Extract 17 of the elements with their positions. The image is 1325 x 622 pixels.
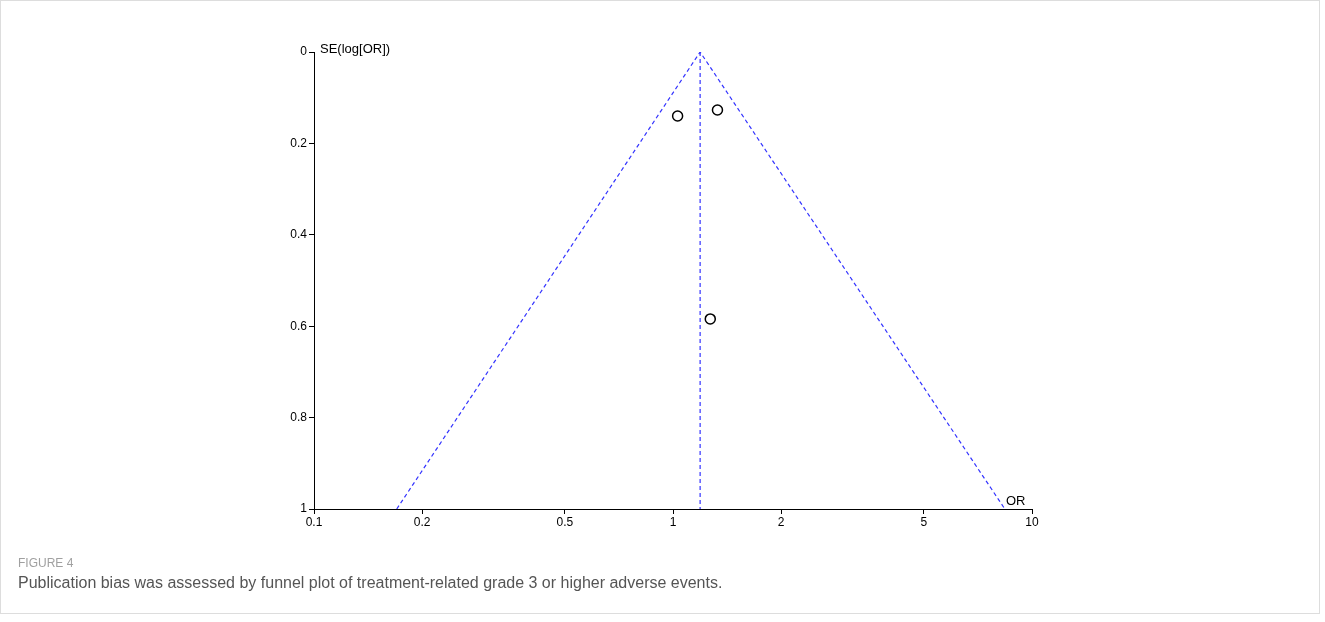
x-tick-label: 5	[920, 514, 928, 529]
x-tick-label: 2	[777, 514, 785, 529]
caption: FIGURE 4	[18, 556, 75, 570]
y-tick-label: 0	[300, 44, 308, 59]
text: Publication bias was assessed by funnel plot of treatment-related grade 3 or higher adverse events.	[18, 574, 723, 592]
x-tick-label: 0.1	[305, 514, 323, 529]
y-tick-label: 0.4	[290, 227, 308, 242]
x-tick-label: 0.2	[413, 514, 431, 529]
y-tick-label: 0.2	[290, 135, 308, 150]
x-axis-title: OR	[1006, 493, 1026, 509]
x-tick-label: 10	[1025, 514, 1039, 529]
y-tick-label: 1	[300, 501, 308, 516]
y-axis-title: SE(log[OR])	[320, 41, 391, 57]
y-tick-label: 0.8	[290, 409, 308, 424]
x-tick-label: 1	[669, 514, 677, 529]
y-tick-label: 0.6	[290, 318, 308, 333]
x-tick-label: 0.5	[556, 514, 574, 529]
